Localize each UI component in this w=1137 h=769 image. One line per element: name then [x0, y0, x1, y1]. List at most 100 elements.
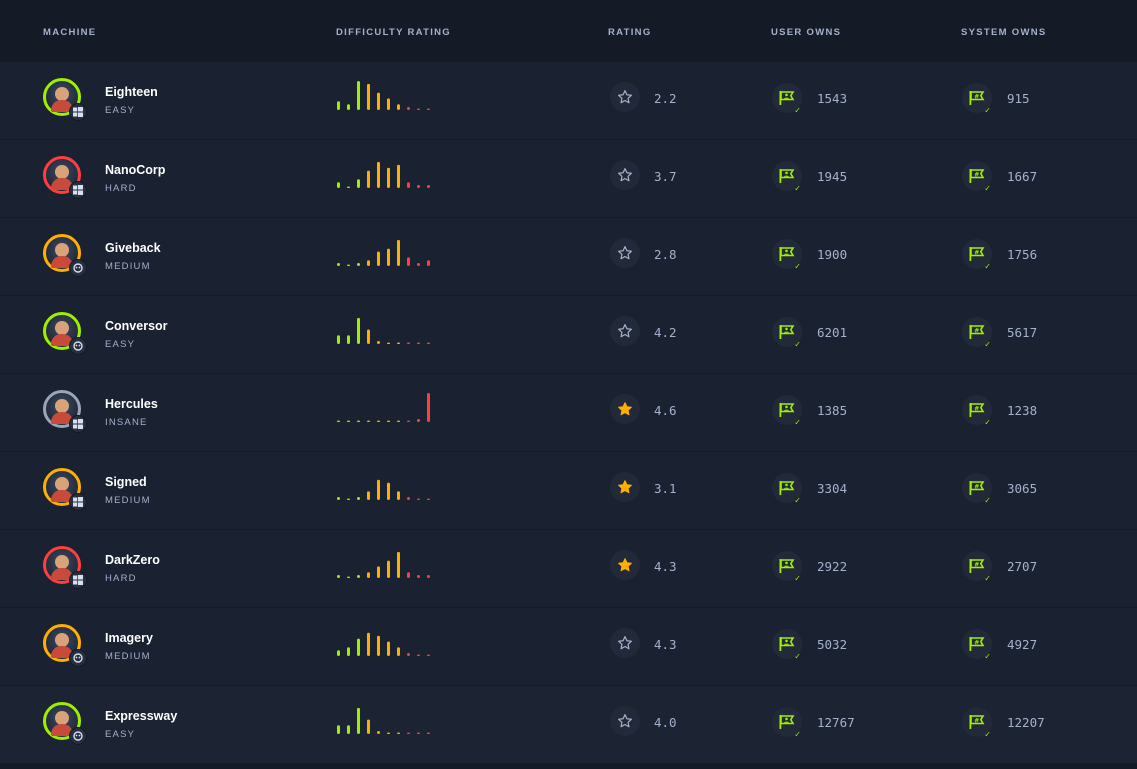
difficulty-bar [417, 263, 420, 266]
system-own-button[interactable]: # ✓ [962, 239, 992, 271]
machine-difficulty: MEDIUM [105, 495, 151, 506]
machine-avatar[interactable] [43, 78, 81, 116]
system-own-button[interactable]: # ✓ [962, 551, 992, 583]
table-row[interactable]: Imagery MEDIUM 4.3 ✓ 5032 # ✓ 4927 [0, 608, 1137, 686]
difficulty-bar [407, 653, 410, 656]
difficulty-bar [377, 635, 380, 656]
machine-name[interactable]: Conversor [105, 319, 168, 333]
star-button[interactable] [610, 82, 640, 112]
difficulty-bar [407, 572, 410, 578]
os-badge [69, 727, 87, 745]
table-row[interactable]: Eighteen EASY 2.2 ✓ 1543 # ✓ 915 [0, 62, 1137, 140]
user-flag-icon [779, 325, 795, 339]
user-own-button[interactable]: ✓ [772, 83, 802, 115]
system-own-button[interactable]: # ✓ [962, 317, 992, 349]
star-button[interactable] [610, 472, 640, 502]
system-own-button[interactable]: # ✓ [962, 83, 992, 115]
machine-avatar[interactable] [43, 390, 81, 428]
system-owns-count: 5617 [1007, 325, 1038, 340]
user-own-button[interactable]: ✓ [772, 161, 802, 193]
star-button[interactable] [610, 316, 640, 346]
header-rating[interactable]: RATING [608, 27, 652, 38]
difficulty-bar [427, 732, 430, 734]
windows-icon [73, 185, 83, 195]
system-own-button[interactable]: # ✓ [962, 161, 992, 193]
system-owns-count: 915 [1007, 91, 1030, 106]
difficulty-bars-svg [337, 479, 430, 500]
user-own-button[interactable]: ✓ [772, 707, 802, 739]
header-machine[interactable]: MACHINE [43, 27, 97, 38]
difficulty-bar [337, 101, 340, 110]
star-button[interactable] [610, 394, 640, 424]
table-row[interactable]: DarkZero HARD 4.3 ✓ 2922 # ✓ 2707 [0, 530, 1137, 608]
table-row[interactable]: Signed MEDIUM 3.1 ✓ 3304 # ✓ 3065 [0, 452, 1137, 530]
rating-value: 3.1 [654, 481, 677, 496]
machine-name[interactable]: Eighteen [105, 85, 158, 99]
system-own-button[interactable]: # ✓ [962, 629, 992, 661]
user-own-button[interactable]: ✓ [772, 629, 802, 661]
table-row[interactable]: Conversor EASY 4.2 ✓ 6201 # ✓ 5617 [0, 296, 1137, 374]
machine-name[interactable]: Expressway [105, 709, 178, 723]
star-button[interactable] [610, 706, 640, 736]
table-row[interactable]: NanoCorp HARD 3.7 ✓ 1945 # ✓ 1667 [0, 140, 1137, 218]
difficulty-bar [367, 572, 370, 578]
machine-name[interactable]: Signed [105, 475, 147, 489]
rating-value: 4.3 [654, 559, 677, 574]
root-flag-icon: # [969, 325, 985, 339]
machine-name[interactable]: NanoCorp [105, 163, 166, 177]
header-difficulty-rating[interactable]: DIFFICULTY RATING [336, 27, 451, 38]
system-own-button[interactable]: # ✓ [962, 707, 992, 739]
system-own-button[interactable]: # ✓ [962, 395, 992, 427]
rating-value: 2.8 [654, 247, 677, 262]
difficulty-bar [357, 575, 360, 578]
rating-value: 4.2 [654, 325, 677, 340]
root-flag-icon: # [969, 169, 985, 183]
machine-name[interactable]: Giveback [105, 241, 161, 255]
difficulty-bar [417, 732, 420, 734]
star-button[interactable] [610, 160, 640, 190]
user-flag-icon [779, 637, 795, 651]
rating-value: 3.7 [654, 169, 677, 184]
user-own-button[interactable]: ✓ [772, 239, 802, 271]
difficulty-bar [397, 420, 400, 422]
difficulty-bar [387, 248, 390, 266]
machine-avatar[interactable] [43, 702, 81, 740]
user-own-button[interactable]: ✓ [772, 551, 802, 583]
system-own-button[interactable]: # ✓ [962, 473, 992, 505]
star-filled-icon [618, 558, 632, 572]
difficulty-bar [357, 179, 360, 188]
difficulty-bar [407, 497, 410, 500]
difficulty-bar [387, 641, 390, 656]
star-icon [618, 168, 632, 182]
table-row[interactable]: Hercules INSANE 4.6 ✓ 1385 # ✓ 1238 [0, 374, 1137, 452]
difficulty-bar [337, 575, 340, 578]
header-system-owns[interactable]: SYSTEM OWNS [961, 27, 1047, 38]
difficulty-bar [357, 420, 360, 422]
linux-icon [73, 653, 83, 663]
user-owns-count: 1543 [817, 91, 848, 106]
difficulty-bar [367, 632, 370, 656]
machine-avatar[interactable] [43, 546, 81, 584]
table-row[interactable]: Expressway EASY 4.0 ✓ 12767 # ✓ 12207 [0, 686, 1137, 764]
rating-value: 4.3 [654, 637, 677, 652]
machine-name[interactable]: Imagery [105, 631, 153, 645]
svg-text:#: # [974, 250, 979, 257]
star-button[interactable] [610, 550, 640, 580]
user-own-button[interactable]: ✓ [772, 473, 802, 505]
difficulty-bar [387, 342, 390, 344]
star-button[interactable] [610, 238, 640, 268]
user-owns-count: 5032 [817, 637, 848, 652]
machine-avatar[interactable] [43, 312, 81, 350]
difficulty-chart [336, 392, 436, 422]
user-owns-count: 3304 [817, 481, 848, 496]
user-own-button[interactable]: ✓ [772, 317, 802, 349]
machine-name[interactable]: DarkZero [105, 553, 160, 567]
user-own-button[interactable]: ✓ [772, 395, 802, 427]
system-owns-count: 4927 [1007, 637, 1038, 652]
star-button[interactable] [610, 628, 640, 658]
header-user-owns[interactable]: USER OWNS [771, 27, 842, 38]
difficulty-bar [387, 482, 390, 500]
difficulty-bar [377, 479, 380, 500]
table-row[interactable]: Giveback MEDIUM 2.8 ✓ 1900 # ✓ 1756 [0, 218, 1137, 296]
machine-name[interactable]: Hercules [105, 397, 158, 411]
